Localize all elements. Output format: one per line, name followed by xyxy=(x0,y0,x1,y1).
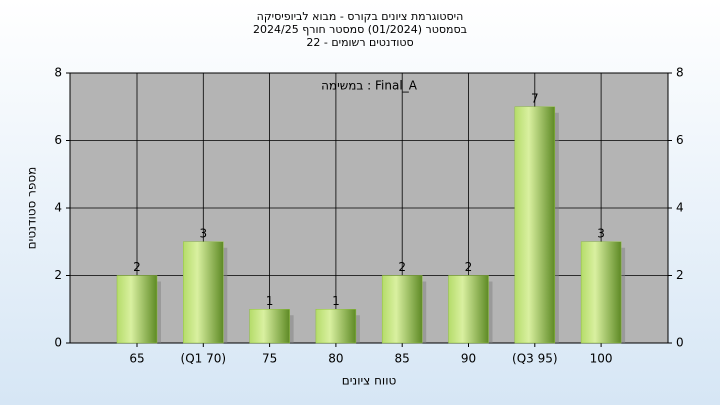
data-label: 2 xyxy=(133,260,141,274)
x-tick-label: 85 xyxy=(395,352,410,366)
x-tick-label: 90 xyxy=(461,352,476,366)
x-tick-label: (Q1 70) xyxy=(181,352,227,366)
data-label: 7 xyxy=(531,91,539,105)
x-tick-label: 100 xyxy=(590,352,613,366)
x-axis-label: טווח ציונים xyxy=(342,374,397,388)
annotation: במשימה : Final_A xyxy=(321,79,418,93)
y-axis-label: מספר סטודנטים xyxy=(25,167,39,250)
y2-tick-label: 6 xyxy=(676,133,684,147)
x-tick-label: (Q3 95) xyxy=(512,352,558,366)
data-label: 3 xyxy=(199,226,207,240)
y2-tick-label: 0 xyxy=(676,336,684,350)
y2-tick-label: 2 xyxy=(676,268,684,282)
y-tick-label: 6 xyxy=(54,133,62,147)
chart-subtitle: בסמסטר (01/2024) סמסטר חורף 2024/25 xyxy=(253,23,467,36)
bar xyxy=(315,309,357,344)
y-tick-label: 4 xyxy=(54,201,62,215)
x-tick-label: 65 xyxy=(129,352,144,366)
bar xyxy=(514,106,556,344)
x-tick-label: 80 xyxy=(328,352,343,366)
bar xyxy=(183,241,224,344)
y-tick-label: 2 xyxy=(54,268,62,282)
data-label: 3 xyxy=(597,226,605,240)
bar xyxy=(116,275,158,344)
y-tick-label: 8 xyxy=(54,66,62,80)
chart-title: היסטוגרמת ציונים בקורס - מבוא לביופיסיקה xyxy=(257,10,464,23)
chart-subtitle: סטודנטים רשומים - 22 xyxy=(306,36,413,49)
bar xyxy=(381,275,423,344)
data-label: 1 xyxy=(332,294,340,308)
bar xyxy=(448,275,489,344)
y2-tick-label: 4 xyxy=(676,201,684,215)
bar xyxy=(249,309,290,344)
data-label: 2 xyxy=(465,260,473,274)
y-tick-label: 0 xyxy=(54,336,62,350)
x-tick-label: 75 xyxy=(262,352,277,366)
data-label: 2 xyxy=(398,260,406,274)
bar xyxy=(580,241,622,344)
data-label: 1 xyxy=(266,294,274,308)
y2-tick-label: 8 xyxy=(676,66,684,80)
